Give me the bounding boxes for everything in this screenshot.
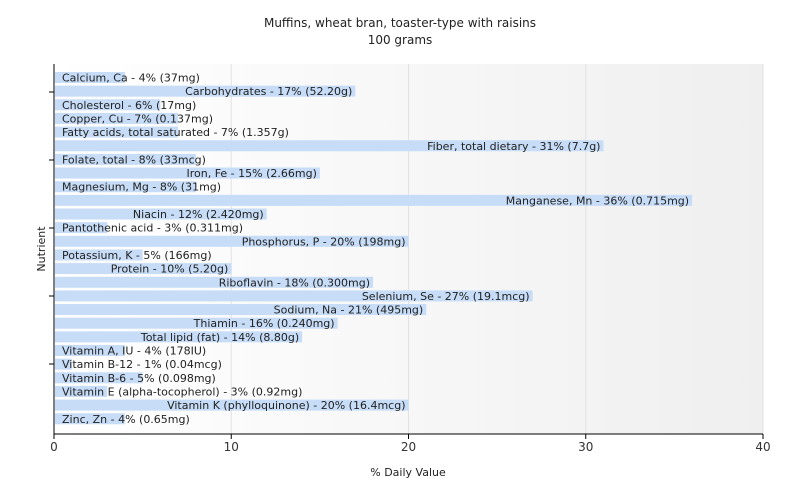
gridlines	[230, 64, 764, 434]
bar	[55, 72, 125, 83]
bar-label: Magnesium, Mg - 8% (31mg)	[62, 181, 221, 194]
bar	[55, 153, 196, 165]
bar-label: Folate, total - 8% (33mcg)	[62, 153, 206, 166]
x-tick-label: 20	[401, 440, 416, 454]
bar-label: Vitamin A, IU - 4% (178IU)	[62, 345, 206, 358]
bar	[55, 399, 409, 411]
bar	[55, 413, 125, 425]
bar-label: Fiber, total dietary - 31% (7.7g)	[427, 140, 600, 153]
bar-label: Cholesterol - 6% (17mg)	[62, 99, 196, 112]
bars-group: Calcium, Ca - 4% (37mg)Carbohydrates - 1…	[55, 72, 693, 426]
chart-subtitle: 100 grams	[368, 33, 433, 47]
bar	[55, 112, 179, 124]
bar	[55, 99, 161, 111]
bar-label: Pantothenic acid - 3% (0.311mg)	[62, 222, 243, 235]
bar-label: Calcium, Ca - 4% (37mg)	[62, 72, 200, 85]
bar	[55, 167, 320, 179]
axes: 0 10 20 30 40	[49, 64, 771, 454]
bar	[55, 358, 72, 370]
bar-label: Protein - 10% (5.20g)	[111, 263, 229, 276]
bar	[55, 208, 267, 220]
bar-label: Fatty acids, total saturated - 7% (1.357…	[62, 126, 289, 139]
bar	[55, 222, 108, 234]
bar	[55, 331, 303, 343]
bar	[55, 249, 143, 261]
bar	[55, 181, 196, 193]
bar	[55, 194, 693, 206]
bar-label: Carbohydrates - 17% (52.20g)	[185, 85, 352, 98]
bar	[55, 263, 232, 275]
chart-title: Muffins, wheat bran, toaster-type with r…	[264, 16, 536, 30]
bar	[55, 385, 108, 397]
bar-label: Phosphorus, P - 20% (198mg)	[242, 235, 406, 248]
bar-label: Selenium, Se - 27% (19.1mcg)	[362, 290, 530, 303]
bar-label: Riboflavin - 18% (0.300mg)	[219, 276, 370, 289]
x-axis-label: % Daily Value	[370, 466, 446, 479]
bar-label: Vitamin B-12 - 1% (0.04mcg)	[62, 358, 222, 371]
bar	[55, 345, 125, 356]
bar-label: Vitamin B-6 - 5% (0.098mg)	[62, 372, 216, 385]
bar-label: Zinc, Zn - 4% (0.65mg)	[62, 413, 190, 426]
bar	[55, 290, 533, 302]
bar	[55, 85, 356, 97]
bar-label: Iron, Fe - 15% (2.66mg)	[186, 167, 316, 180]
bar	[55, 126, 179, 138]
bar	[55, 140, 604, 152]
bar-label: Vitamin K (phylloquinone) - 20% (16.4mcg…	[167, 399, 405, 412]
bar-label: Thiamin - 16% (0.240mg)	[193, 317, 335, 330]
bar-label: Total lipid (fat) - 14% (8.80g)	[140, 331, 299, 344]
bar	[55, 276, 374, 288]
bar	[55, 235, 409, 247]
bar	[55, 317, 338, 329]
bar-label: Niacin - 12% (2.420mg)	[133, 208, 264, 221]
bar-label: Vitamin E (alpha-tocopherol) - 3% (0.92m…	[62, 385, 302, 398]
x-tick-label: 10	[224, 440, 239, 454]
bar	[55, 372, 143, 384]
bar-label: Manganese, Mn - 36% (0.715mg)	[506, 194, 689, 207]
bar-label: Copper, Cu - 7% (0.137mg)	[62, 112, 213, 125]
bar	[55, 304, 427, 316]
y-axis-label: Nutrient	[35, 226, 48, 272]
x-tick-label: 40	[755, 440, 770, 454]
x-tick-label: 0	[50, 440, 58, 454]
bar-label: Sodium, Na - 21% (495mg)	[274, 304, 424, 317]
bar-label: Potassium, K - 5% (166mg)	[62, 249, 212, 262]
x-tick-label: 30	[578, 440, 593, 454]
